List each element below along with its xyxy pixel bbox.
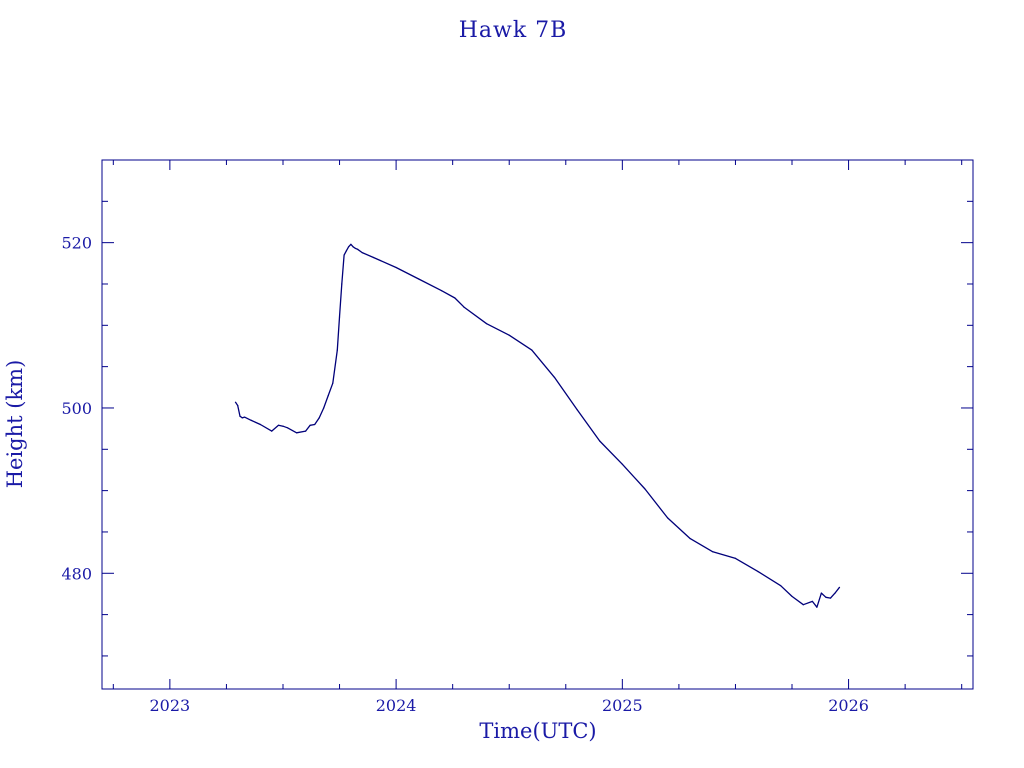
data-point — [395, 266, 397, 269]
data-point — [341, 283, 343, 285]
data-point — [463, 306, 465, 308]
data-point — [234, 401, 237, 403]
data-point — [644, 488, 646, 490]
data-point — [354, 247, 356, 250]
y-axis-label: Height (km) — [3, 360, 27, 489]
data-point — [485, 323, 488, 325]
data-point — [791, 595, 793, 598]
data-point — [239, 415, 241, 417]
y-tick-label: 500 — [61, 399, 92, 418]
data-point — [338, 316, 341, 318]
height-series-line — [234, 243, 841, 608]
data-point — [250, 419, 252, 421]
y-tick-label: 520 — [61, 234, 92, 253]
data-point — [454, 297, 456, 299]
data-point — [820, 592, 823, 594]
data-point — [323, 407, 325, 409]
data-point — [838, 586, 841, 588]
data-point — [237, 404, 239, 407]
data-point — [305, 430, 307, 432]
x-axis-label: Time(UTC) — [479, 719, 596, 743]
data-point — [757, 571, 759, 573]
data-point — [352, 246, 354, 248]
data-point — [621, 463, 623, 465]
data-point — [508, 334, 510, 336]
data-point — [347, 246, 350, 248]
data-point — [332, 382, 334, 384]
data-point — [802, 604, 804, 606]
data-point — [318, 417, 320, 419]
plot-frame — [101, 159, 974, 690]
data-point — [816, 606, 818, 608]
data-point — [345, 250, 347, 252]
data-point — [666, 517, 669, 519]
data-point — [576, 409, 578, 411]
data-point — [712, 551, 714, 553]
data-point — [327, 394, 329, 397]
data-point — [314, 423, 316, 426]
data-point — [282, 425, 284, 427]
x-tick-label: 2026 — [828, 696, 869, 715]
data-point — [811, 600, 813, 602]
data-point — [829, 597, 832, 599]
data-point — [243, 416, 246, 418]
chart-title: Hawk 7B — [459, 18, 568, 43]
data-point — [825, 596, 827, 598]
data-point — [259, 423, 261, 426]
data-point — [531, 349, 533, 351]
data-point — [372, 256, 375, 259]
data-point — [309, 424, 311, 426]
data-point — [286, 427, 289, 429]
data-point — [295, 432, 298, 434]
data-point — [361, 251, 363, 254]
data-point — [780, 585, 782, 587]
data-point — [241, 417, 243, 419]
x-tick-label: 2023 — [150, 696, 191, 715]
data-point — [343, 254, 345, 256]
y-tick-label: 480 — [61, 564, 92, 583]
data-point — [336, 349, 338, 351]
plot-area: 2023 2024 2025 2026 480 500 520 — [61, 159, 974, 715]
data-point — [440, 289, 442, 292]
x-tick-label: 2024 — [376, 696, 417, 715]
data-point — [277, 424, 280, 426]
data-point — [734, 557, 737, 560]
data-point — [418, 278, 420, 280]
data-point — [271, 430, 273, 432]
data-point — [834, 592, 836, 594]
data-point — [350, 243, 352, 245]
data-point — [599, 440, 601, 442]
data-point — [689, 537, 691, 540]
data-point — [357, 248, 359, 250]
data-point — [553, 376, 556, 378]
x-tick-label: 2025 — [602, 696, 643, 715]
